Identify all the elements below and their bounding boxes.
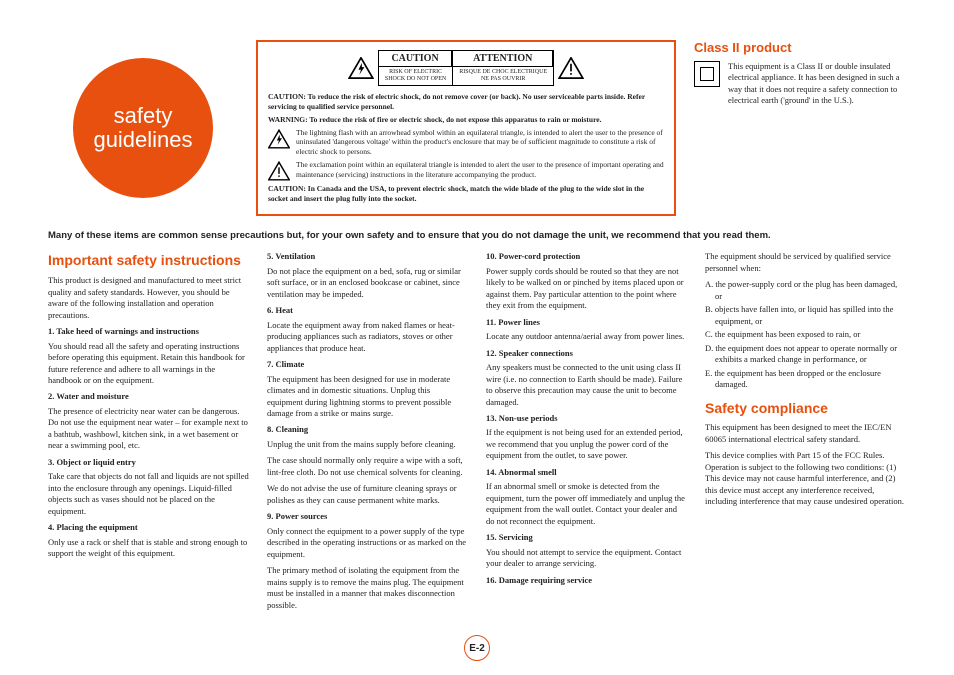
item-6-h: 6. Heat: [267, 305, 468, 316]
item-15-h: 15. Servicing: [486, 532, 687, 543]
heading-compliance: Safety compliance: [705, 399, 906, 418]
comp-1: This equipment has been designed to meet…: [705, 422, 906, 445]
badge-line2: guidelines: [93, 128, 192, 152]
item-5-p: Do not place the equipment on a bed, sof…: [267, 266, 468, 300]
item-9-pb: The primary method of isolating the equi…: [267, 565, 468, 611]
item-16-p: The equipment should be serviced by qual…: [705, 251, 906, 274]
item-16-c: C. the equipment has been exposed to rai…: [715, 329, 906, 340]
item-2-p: The presence of electricity near water c…: [48, 406, 249, 452]
item-6-p: Locate the equipment away from naked fla…: [267, 320, 468, 354]
item-7-h: 7. Climate: [267, 359, 468, 370]
bolt-explain: The lightning flash with an arrowhead sy…: [296, 128, 664, 157]
badge-line1: safety: [114, 104, 173, 128]
caution-title: CAUTION: [379, 51, 452, 66]
item-16-a: A. the power-supply cord or the plug has…: [715, 279, 906, 302]
item-13-h: 13. Non-use periods: [486, 413, 687, 424]
lightning-triangle-icon: [348, 57, 374, 79]
item-8-pc: We do not advise the use of furniture cl…: [267, 483, 468, 506]
item-3-h: 3. Object or liquid entry: [48, 457, 249, 468]
attention-title: ATTENTION: [453, 51, 553, 66]
warning-line: WARNING: To reduce the risk of fire or e…: [268, 115, 664, 125]
class2-title: Class II product: [694, 40, 906, 55]
class2-box: Class II product This equipment is a Cla…: [694, 40, 906, 216]
class2-text: This equipment is a Class II or double i…: [728, 61, 906, 107]
top-row: safety guidelines CAUTION RISK OF ELECTR…: [48, 40, 906, 216]
lightning-triangle-icon: [268, 129, 290, 149]
item-11-p: Locate any outdoor antenna/aerial away f…: [486, 331, 687, 342]
item-1-p: You should read all the safety and opera…: [48, 341, 249, 387]
caution-table: CAUTION RISK OF ELECTRIC SHOCK DO NOT OP…: [378, 50, 554, 86]
item-11-h: 11. Power lines: [486, 317, 687, 328]
caution-line: CAUTION: To reduce the risk of electric …: [268, 92, 664, 112]
item-10-p: Power supply cords should be routed so t…: [486, 266, 687, 312]
item-4-p: Only use a rack or shelf that is stable …: [48, 537, 249, 560]
comp-2: This device complies with Part 15 of the…: [705, 450, 906, 507]
class2-icon: [694, 61, 720, 87]
item-7-p: The equipment has been designed for use …: [267, 374, 468, 420]
item-10-h: 10. Power-cord protection: [486, 251, 687, 262]
item-9-h: 9. Power sources: [267, 511, 468, 522]
item-16-b: B. objects have fallen into, or liquid h…: [715, 304, 906, 327]
bolt-explain-row: The lightning flash with an arrowhead sy…: [268, 128, 664, 157]
item-9-pa: Only connect the equipment to a power su…: [267, 526, 468, 560]
item-8-pa: Unplug the unit from the mains supply be…: [267, 439, 468, 450]
heading-important: Important safety instructions: [48, 251, 249, 270]
item-16-h: 16. Damage requiring service: [486, 575, 687, 586]
canada-line: CAUTION: In Canada and the USA, to preve…: [268, 184, 664, 204]
caution-sub-left: RISK OF ELECTRIC SHOCK DO NOT OPEN: [379, 66, 452, 85]
item-5-h: 5. Ventilation: [267, 251, 468, 262]
item-3-p: Take care that objects do not fall and l…: [48, 471, 249, 517]
body-columns: Important safety instructions This produ…: [48, 251, 906, 611]
item-15-p: You should not attempt to service the eq…: [486, 547, 687, 570]
exclamation-triangle-icon: [268, 161, 290, 181]
badge-column: safety guidelines: [48, 40, 238, 216]
intro-bold: Many of these items are common sense pre…: [48, 230, 906, 241]
item-4-h: 4. Placing the equipment: [48, 522, 249, 533]
important-intro: This product is designed and manufacture…: [48, 275, 249, 321]
caution-sub-right: RISQUE DE CHOC ELECTRIQUE NE PAS OUVRIR: [453, 66, 553, 85]
item-12-p: Any speakers must be connected to the un…: [486, 362, 687, 408]
excl-explain: The exclamation point within an equilate…: [296, 160, 664, 180]
item-13-p: If the equipment is not being used for a…: [486, 427, 687, 461]
safety-badge: safety guidelines: [73, 58, 213, 198]
caution-box: CAUTION RISK OF ELECTRIC SHOCK DO NOT OP…: [256, 40, 676, 216]
exclamation-triangle-icon: [558, 57, 584, 79]
item-16-d: D. the equipment does not appear to oper…: [715, 343, 906, 366]
item-1-h: 1. Take heed of warnings and instruction…: [48, 326, 249, 337]
excl-explain-row: The exclamation point within an equilate…: [268, 160, 664, 181]
item-14-h: 14. Abnormal smell: [486, 467, 687, 478]
item-8-h: 8. Cleaning: [267, 424, 468, 435]
item-14-p: If an abnormal smell or smoke is detecte…: [486, 481, 687, 527]
item-8-pb: The case should normally only require a …: [267, 455, 468, 478]
item-12-h: 12. Speaker connections: [486, 348, 687, 359]
item-2-h: 2. Water and moisture: [48, 391, 249, 402]
item-16-e: E. the equipment has been dropped or the…: [715, 368, 906, 391]
caution-header: CAUTION RISK OF ELECTRIC SHOCK DO NOT OP…: [268, 50, 664, 86]
page-number: E-2: [464, 635, 490, 661]
